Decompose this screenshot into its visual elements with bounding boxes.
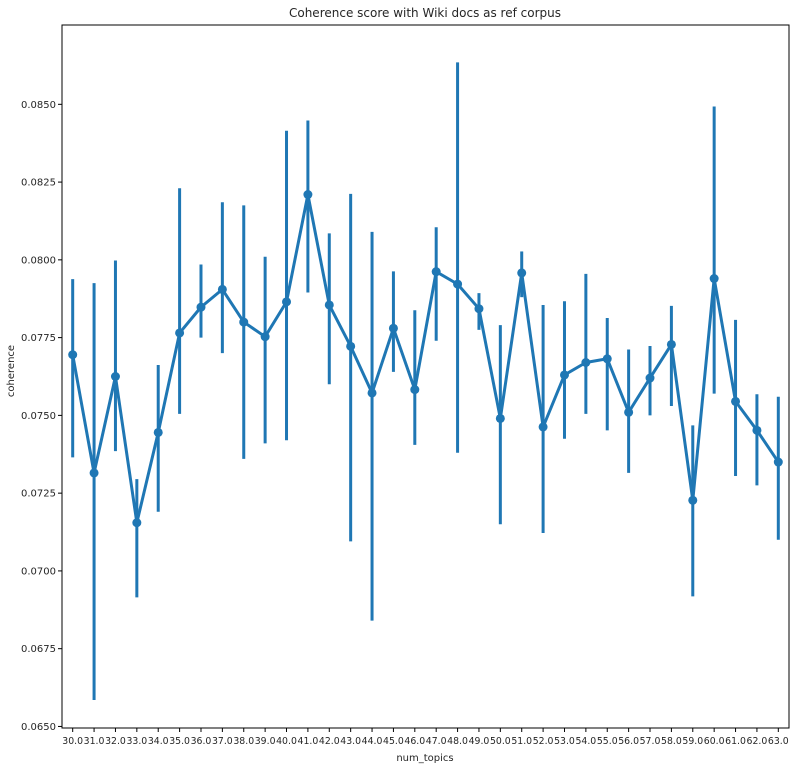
data-point [559, 370, 569, 380]
y-tick-label: 0.0725 [21, 489, 56, 500]
x-tick-label: 63.0 [768, 736, 789, 747]
y-tick-label: 0.0675 [21, 644, 56, 655]
x-tick-label: 35.0 [169, 736, 190, 747]
x-tick-label: 42.0 [319, 736, 340, 747]
x-tick-label: 59.0 [682, 736, 703, 747]
data-point [666, 339, 676, 349]
y-tick-label: 0.0700 [21, 566, 56, 577]
x-tick-label: 36.0 [191, 736, 212, 747]
data-point [175, 328, 185, 338]
y-tick-label: 0.0775 [21, 333, 56, 344]
data-point [624, 407, 634, 417]
data-point [773, 457, 783, 467]
data-point [132, 518, 142, 528]
x-tick-label: 51.0 [511, 736, 532, 747]
x-tick-label: 44.0 [362, 736, 383, 747]
x-tick-label: 62.0 [747, 736, 768, 747]
x-tick-label: 34.0 [148, 736, 169, 747]
plot-frame [61, 24, 790, 729]
data-point [581, 358, 591, 368]
x-tick-label: 46.0 [404, 736, 425, 747]
data-point [517, 268, 527, 278]
x-tick-label: 33.0 [126, 736, 147, 747]
data-point [645, 373, 655, 383]
x-tick-label: 56.0 [618, 736, 639, 747]
data-point [731, 396, 741, 406]
data-point [410, 385, 420, 395]
chart-title: Coherence score with Wiki docs as ref co… [289, 6, 561, 20]
data-point [752, 425, 762, 435]
x-tick-label: 39.0 [255, 736, 276, 747]
x-tick-label: 54.0 [575, 736, 596, 747]
data-point [324, 300, 334, 310]
x-tick-label: 30.0 [62, 736, 83, 747]
series-line [71, 193, 780, 525]
x-tick-label: 58.0 [661, 736, 682, 747]
data-point [688, 495, 698, 505]
data-point [153, 427, 163, 437]
x-tick-label: 48.0 [447, 736, 468, 747]
x-tick-label: 45.0 [383, 736, 404, 747]
data-point [239, 317, 249, 327]
x-tick-label: 37.0 [212, 736, 233, 747]
data-point [196, 302, 206, 312]
x-tick-label: 43.0 [340, 736, 361, 747]
x-tick-label: 60.0 [704, 736, 725, 747]
data-point [709, 274, 719, 284]
y-tick-label: 0.0800 [21, 255, 56, 266]
data-point [538, 422, 548, 432]
data-point [367, 388, 377, 398]
data-point [346, 341, 356, 351]
data-point [260, 332, 270, 342]
y-tick-label: 0.0825 [21, 178, 56, 189]
x-tick-label: 40.0 [276, 736, 297, 747]
x-tick-label: 52.0 [533, 736, 554, 747]
plot-area: 0.0650 0.0675 0.0700 0.0725 0.0750 0.0775 0.08… [21, 24, 790, 747]
x-tick-label: 38.0 [233, 736, 254, 747]
data-point [68, 350, 78, 360]
y-tick-label: 0.0750 [21, 411, 56, 422]
data-point [217, 284, 227, 294]
data-point [303, 190, 313, 200]
data-point [89, 468, 99, 478]
x-tick-label: 57.0 [640, 736, 661, 747]
y-axis-title: coherence [6, 345, 17, 397]
y-tick-label: 0.0650 [21, 722, 56, 733]
data-point [495, 413, 505, 423]
x-axis-title: num_topics [396, 753, 453, 764]
y-tick-label: 0.0850 [21, 100, 56, 111]
data-point [110, 372, 120, 381]
data-point [282, 297, 292, 307]
x-tick-label: 49.0 [469, 736, 490, 747]
x-tick-label: 55.0 [597, 736, 618, 747]
x-tick-label: 41.0 [298, 736, 319, 747]
x-tick-label: 53.0 [554, 736, 575, 747]
x-tick-label: 50.0 [490, 736, 511, 747]
data-point [474, 304, 484, 314]
data-point [453, 279, 463, 289]
data-point [602, 354, 612, 364]
x-tick-label: 32.0 [105, 736, 126, 747]
x-tick-label: 61.0 [725, 736, 746, 747]
x-tick-label: 47.0 [426, 736, 447, 747]
x-tick-label: 31.0 [84, 736, 105, 747]
data-point [431, 267, 441, 277]
data-point [388, 323, 398, 333]
